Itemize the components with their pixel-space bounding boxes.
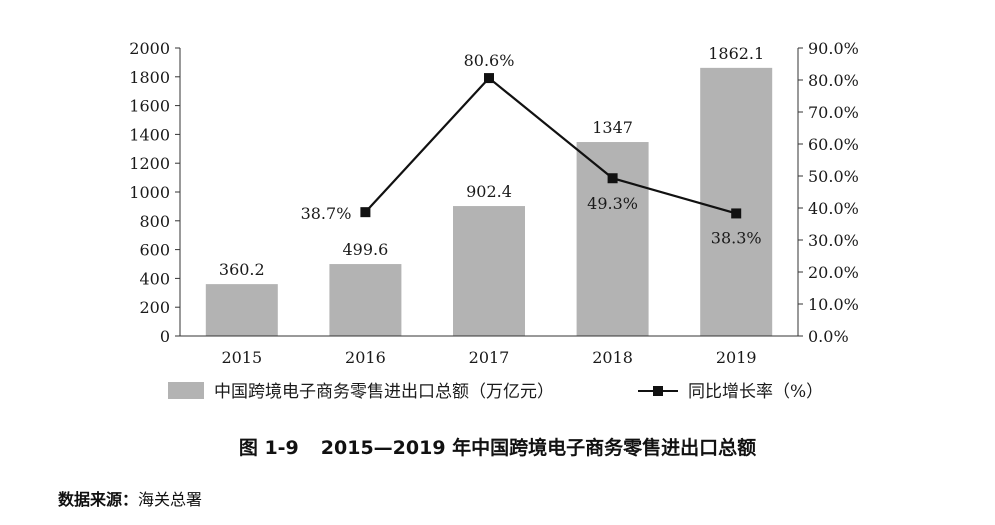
left-tick-label-400: 400: [139, 269, 170, 288]
right-tick-label-50.0%: 50.0%: [808, 167, 859, 186]
growth-label-2017: 80.6%: [464, 51, 515, 70]
x-tick-label-2015: 2015: [221, 348, 262, 367]
legend-bar-label: 中国跨境电子商务零售进出口总额（万亿元）: [214, 382, 554, 402]
right-tick-label-40.0%: 40.0%: [808, 199, 859, 218]
growth-rate-line: [364, 76, 737, 215]
left-tick-label-1000: 1000: [129, 183, 170, 202]
bar-2016: [329, 264, 402, 336]
bar-2018: [576, 142, 649, 336]
left-tick-label-1600: 1600: [129, 97, 170, 116]
x-tick-label-2019: 2019: [716, 348, 757, 367]
bar-label-2017: 902.4: [466, 182, 512, 201]
data-source-text: 海关总署: [138, 490, 203, 509]
bar-2017: [453, 206, 525, 336]
right-tick-label-10.0%: 10.0%: [808, 295, 859, 314]
right-tick-label-70.0%: 70.0%: [808, 103, 859, 122]
figure-caption: 图 1-9 2015—2019 年中国跨境电子商务零售进出口总额: [0, 433, 995, 460]
legend-line-label: 同比增长率（%）: [688, 382, 823, 402]
growth-label-2019: 38.3%: [711, 228, 762, 247]
growth-marker-2019: [731, 208, 742, 219]
right-tick-label-90.0%: 90.0%: [808, 39, 859, 58]
left-tick-label-1400: 1400: [129, 125, 170, 144]
bar-2019: [700, 67, 773, 336]
data-source: 数据来源：海关总署: [58, 486, 202, 510]
right-tick-label-60.0%: 60.0%: [808, 135, 859, 154]
left-tick-label-2000: 2000: [129, 39, 170, 58]
figure-title: 2015—2019 年中国跨境电子商务零售进出口总额: [320, 437, 757, 459]
right-tick-label-20.0%: 20.0%: [808, 263, 859, 282]
growth-label-2018: 49.3%: [587, 194, 638, 213]
left-tick-label-1200: 1200: [129, 154, 170, 173]
legend-line-marker: [653, 386, 663, 396]
chart: 360.2 499.6 902.4 1347 1862.1 0 200 400 600 800 10…: [129, 39, 859, 402]
x-tick-label-2018: 2018: [592, 348, 633, 367]
bar-label-2018: 1347: [592, 118, 633, 137]
right-tick-label-30.0%: 30.0%: [808, 231, 859, 250]
growth-marker-2017: [484, 73, 494, 84]
left-tick-label-600: 600: [139, 241, 170, 260]
right-tick-label-0.0%: 0.0%: [808, 327, 849, 346]
left-tick-label-800: 800: [139, 212, 170, 231]
left-tick-label-1800: 1800: [129, 68, 170, 87]
growth-label-2016: 38.7%: [301, 204, 352, 223]
left-tick-label-200: 200: [139, 298, 170, 317]
right-tick-label-80.0%: 80.0%: [808, 71, 859, 90]
data-source-label: 数据来源：: [58, 490, 139, 509]
growth-marker-2016: [360, 207, 371, 218]
figure-number: 图 1-9: [238, 437, 299, 459]
left-tick-label-0: 0: [160, 327, 170, 346]
bar-label-2015: 360.2: [219, 260, 265, 279]
x-tick-label-2017: 2017: [469, 348, 510, 367]
x-tick-label-2016: 2016: [345, 348, 386, 367]
growth-marker-2018: [607, 173, 618, 184]
bar-label-2016: 499.6: [342, 240, 388, 259]
bar-label-2019: 1862.1: [708, 44, 764, 63]
legend-bar-swatch: [168, 382, 204, 399]
bar-2015: [205, 284, 278, 336]
